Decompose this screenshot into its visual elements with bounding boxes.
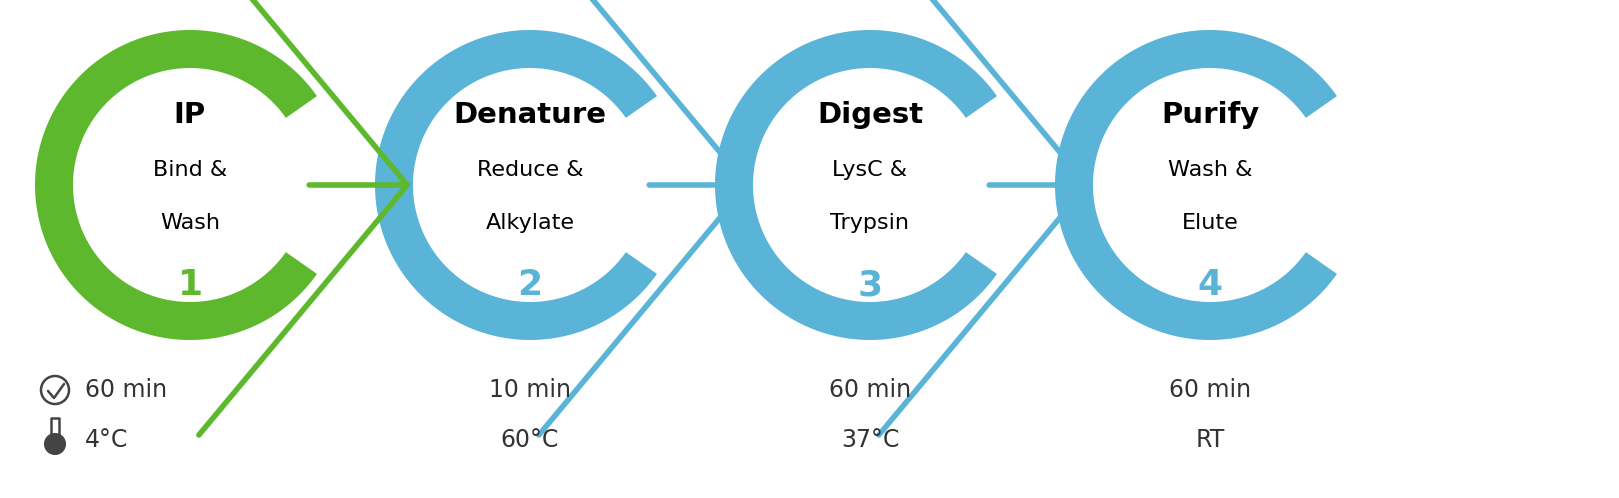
- Polygon shape: [1056, 30, 1337, 340]
- Text: 4°C: 4°C: [86, 428, 128, 452]
- Text: 60 min: 60 min: [86, 378, 167, 402]
- Text: 1: 1: [178, 268, 202, 302]
- Text: Alkylate: Alkylate: [486, 213, 575, 233]
- Text: 3: 3: [858, 268, 882, 302]
- Text: Bind &: Bind &: [152, 160, 227, 180]
- Text: 2: 2: [518, 268, 542, 302]
- Text: Wash &: Wash &: [1167, 160, 1251, 180]
- Text: RT: RT: [1195, 428, 1224, 452]
- Text: Digest: Digest: [818, 101, 923, 129]
- Text: Wash: Wash: [160, 213, 220, 233]
- Text: 4: 4: [1198, 268, 1222, 302]
- Bar: [52, 418, 58, 440]
- Text: 60°C: 60°C: [500, 428, 559, 452]
- Circle shape: [45, 434, 65, 454]
- Text: Denature: Denature: [453, 101, 607, 129]
- Text: Trypsin: Trypsin: [831, 213, 910, 233]
- Text: IP: IP: [173, 101, 206, 129]
- Text: 60 min: 60 min: [829, 378, 911, 402]
- Text: Elute: Elute: [1182, 213, 1239, 233]
- Text: 60 min: 60 min: [1169, 378, 1251, 402]
- Text: 37°C: 37°C: [840, 428, 899, 452]
- Text: Purify: Purify: [1161, 101, 1260, 129]
- Polygon shape: [376, 30, 657, 340]
- Text: 10 min: 10 min: [489, 378, 572, 402]
- Polygon shape: [36, 30, 317, 340]
- Text: LysC &: LysC &: [832, 160, 908, 180]
- Text: Reduce &: Reduce &: [476, 160, 583, 180]
- Polygon shape: [716, 30, 997, 340]
